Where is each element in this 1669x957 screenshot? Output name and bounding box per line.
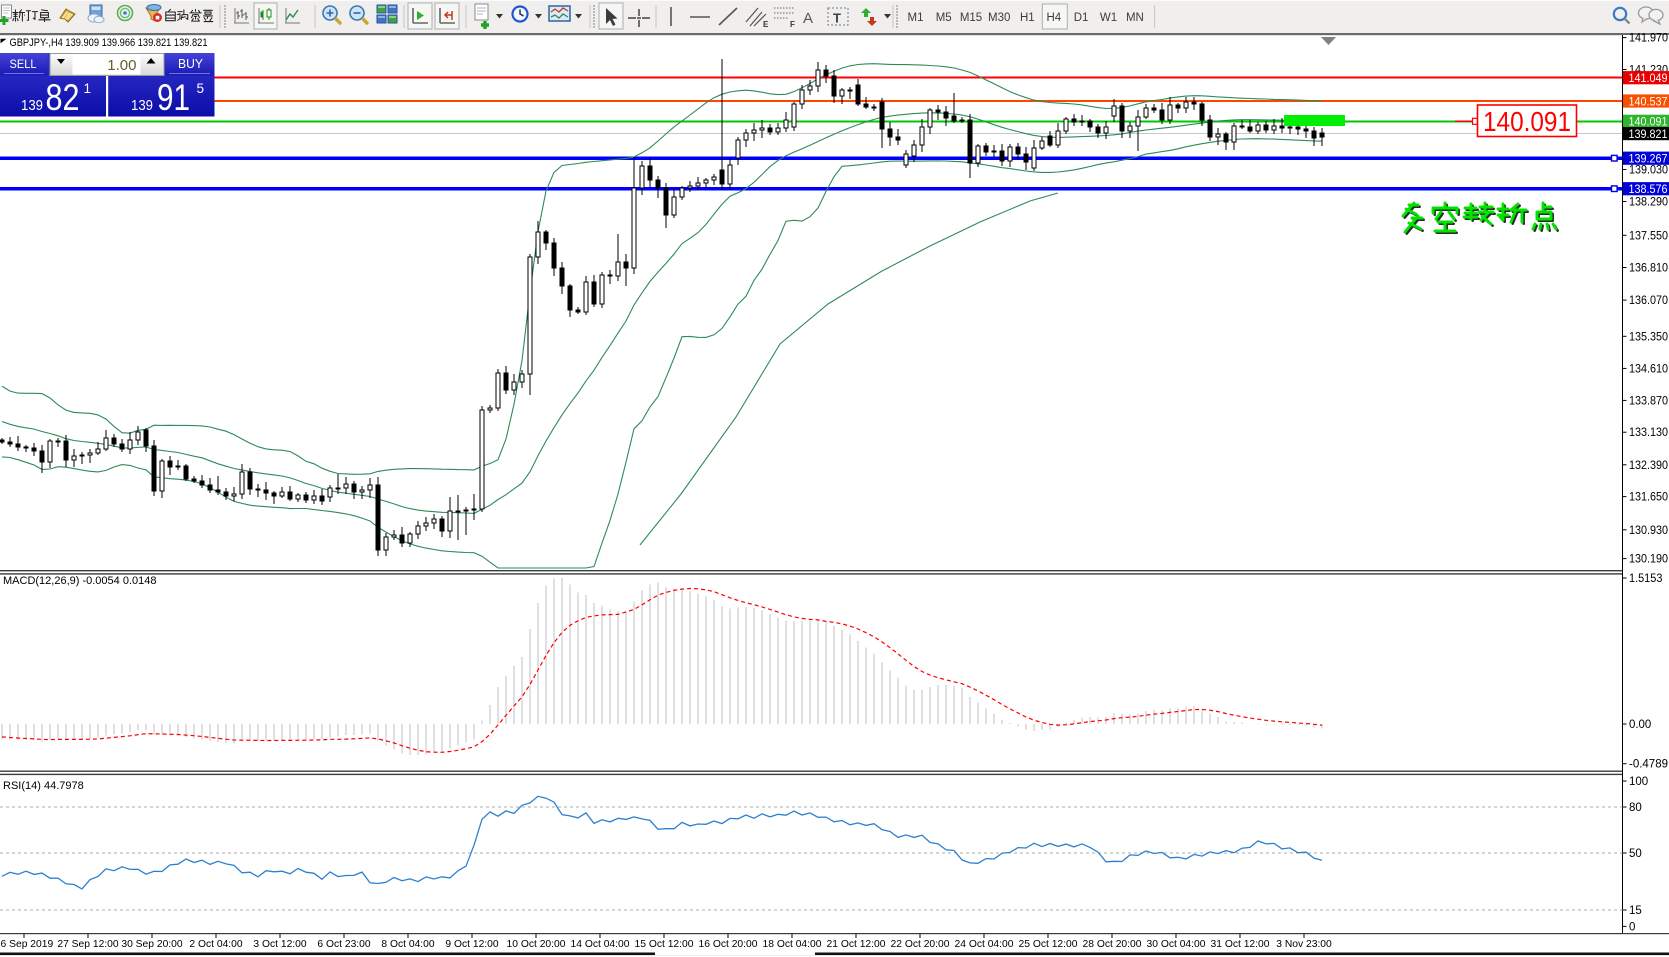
svg-text:5: 5 bbox=[197, 81, 205, 96]
svg-text:M15: M15 bbox=[960, 12, 982, 24]
svg-text:0.00: 0.00 bbox=[1629, 719, 1651, 731]
svg-text:140.091: 140.091 bbox=[1629, 117, 1668, 129]
svg-text:130.930: 130.930 bbox=[1629, 525, 1668, 537]
svg-text:A: A bbox=[803, 10, 813, 27]
svg-text:22 Oct 20:00: 22 Oct 20:00 bbox=[891, 939, 950, 950]
svg-text:140.091: 140.091 bbox=[1483, 106, 1571, 137]
svg-text:1: 1 bbox=[84, 81, 92, 96]
svg-text:1.5153: 1.5153 bbox=[1629, 573, 1662, 585]
svg-text:H1: H1 bbox=[1020, 12, 1035, 24]
svg-text:16 Oct 20:00: 16 Oct 20:00 bbox=[699, 939, 758, 950]
svg-text:BUY: BUY bbox=[178, 57, 204, 71]
svg-text:31 Oct 12:00: 31 Oct 12:00 bbox=[1211, 939, 1270, 950]
svg-text:100: 100 bbox=[1629, 776, 1648, 788]
svg-text:3 Nov 23:00: 3 Nov 23:00 bbox=[1276, 939, 1332, 950]
svg-text:131.650: 131.650 bbox=[1629, 492, 1668, 504]
svg-text:3 Oct 12:00: 3 Oct 12:00 bbox=[253, 939, 307, 950]
svg-text:MN: MN bbox=[1126, 12, 1144, 24]
svg-text:RSI(14) 44.7978: RSI(14) 44.7978 bbox=[3, 780, 84, 792]
svg-text:141.049: 141.049 bbox=[1629, 73, 1668, 85]
svg-text:D1: D1 bbox=[1074, 12, 1089, 24]
svg-text:15: 15 bbox=[1629, 905, 1642, 917]
svg-text:MACD(12,26,9) -0.0054 0.0148: MACD(12,26,9) -0.0054 0.0148 bbox=[3, 575, 156, 587]
svg-text:SELL: SELL bbox=[10, 57, 37, 71]
svg-text:135.350: 135.350 bbox=[1629, 331, 1668, 343]
svg-text:24 Oct 04:00: 24 Oct 04:00 bbox=[955, 939, 1014, 950]
svg-text:E: E bbox=[763, 20, 769, 29]
svg-text:M1: M1 bbox=[908, 12, 924, 24]
svg-text:6 Oct 23:00: 6 Oct 23:00 bbox=[317, 939, 371, 950]
svg-text:26 Sep 2019: 26 Sep 2019 bbox=[0, 939, 53, 950]
svg-text:91: 91 bbox=[157, 77, 190, 118]
svg-text:138.290: 138.290 bbox=[1629, 197, 1668, 209]
svg-text:133.130: 133.130 bbox=[1629, 427, 1668, 439]
svg-text:136.070: 136.070 bbox=[1629, 295, 1668, 307]
svg-text:28 Oct 20:00: 28 Oct 20:00 bbox=[1083, 939, 1142, 950]
svg-text:137.550: 137.550 bbox=[1629, 230, 1668, 242]
svg-text:18 Oct 04:00: 18 Oct 04:00 bbox=[763, 939, 822, 950]
svg-text:M30: M30 bbox=[988, 12, 1010, 24]
svg-text:W1: W1 bbox=[1100, 12, 1117, 24]
svg-text:133.870: 133.870 bbox=[1629, 395, 1668, 407]
svg-text:10 Oct 20:00: 10 Oct 20:00 bbox=[507, 939, 566, 950]
svg-text:GBPJPY-,H4 139.909 139.966 13: GBPJPY-,H4 139.909 139.966 139.821 139.8… bbox=[10, 37, 208, 49]
svg-text:0: 0 bbox=[1629, 921, 1635, 933]
svg-text:T: T bbox=[833, 11, 841, 26]
svg-text:30 Oct 04:00: 30 Oct 04:00 bbox=[1147, 939, 1206, 950]
svg-text:F: F bbox=[790, 20, 795, 29]
svg-text:1.00: 1.00 bbox=[107, 57, 136, 74]
svg-text:50: 50 bbox=[1629, 848, 1642, 860]
svg-text:130.190: 130.190 bbox=[1629, 554, 1668, 566]
svg-text:139.821: 139.821 bbox=[1629, 129, 1668, 141]
svg-text:8 Oct 04:00: 8 Oct 04:00 bbox=[381, 939, 435, 950]
svg-text:139: 139 bbox=[21, 97, 43, 114]
svg-text:134.610: 134.610 bbox=[1629, 363, 1668, 375]
svg-text:132.390: 132.390 bbox=[1629, 460, 1668, 472]
svg-text:139: 139 bbox=[131, 97, 153, 114]
svg-text:15 Oct 12:00: 15 Oct 12:00 bbox=[635, 939, 694, 950]
svg-text:139.030: 139.030 bbox=[1629, 165, 1668, 177]
svg-text:14 Oct 04:00: 14 Oct 04:00 bbox=[571, 939, 630, 950]
svg-text:136.810: 136.810 bbox=[1629, 263, 1668, 275]
svg-text:M5: M5 bbox=[936, 12, 952, 24]
svg-text:140.537: 140.537 bbox=[1629, 96, 1668, 108]
svg-text:-0.4789: -0.4789 bbox=[1629, 759, 1668, 771]
svg-text:25 Oct 12:00: 25 Oct 12:00 bbox=[1019, 939, 1078, 950]
svg-text:9 Oct 12:00: 9 Oct 12:00 bbox=[445, 939, 499, 950]
svg-text:27 Sep 12:00: 27 Sep 12:00 bbox=[57, 939, 119, 950]
svg-text:2 Oct 04:00: 2 Oct 04:00 bbox=[189, 939, 243, 950]
svg-text:21 Oct 12:00: 21 Oct 12:00 bbox=[827, 939, 886, 950]
svg-text:82: 82 bbox=[46, 77, 80, 118]
svg-text:30 Sep 20:00: 30 Sep 20:00 bbox=[121, 939, 183, 950]
svg-text:141.970: 141.970 bbox=[1629, 33, 1668, 45]
svg-text:H4: H4 bbox=[1046, 12, 1061, 24]
svg-text:80: 80 bbox=[1629, 802, 1642, 814]
svg-text:138.576: 138.576 bbox=[1629, 184, 1668, 196]
svg-text:139.267: 139.267 bbox=[1629, 154, 1668, 166]
